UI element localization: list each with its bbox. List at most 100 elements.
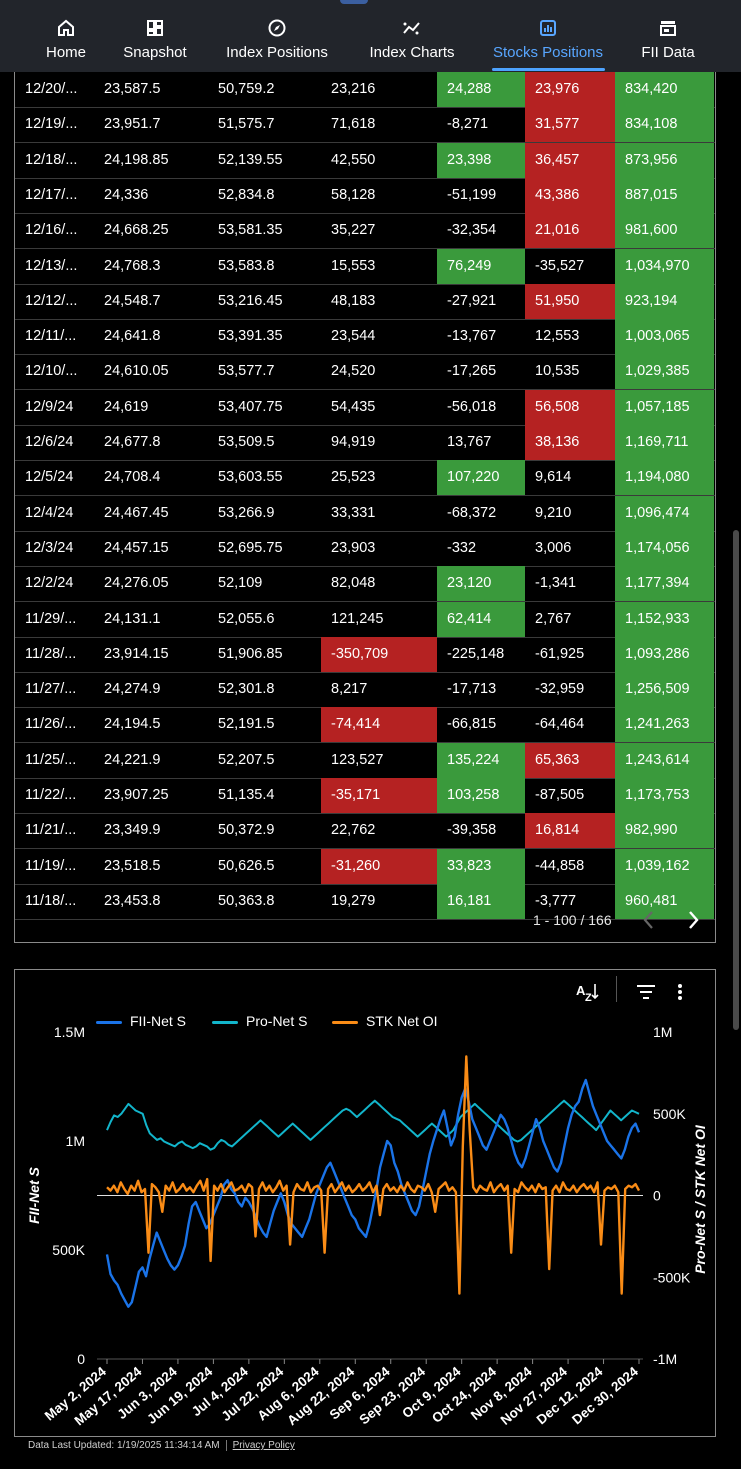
table-cell: -64,464 [535, 716, 585, 733]
table-row[interactable]: 12/2/24 24,276.05 52,109 82,048 23,120 -1,341… [15, 566, 715, 603]
table-cell: 52,109 [218, 575, 263, 592]
table-cell: 51,906.85 [218, 645, 283, 662]
nav-stocks-positions[interactable]: Stocks Positions [486, 0, 610, 72]
privacy-policy-link[interactable]: Privacy Policy [225, 1440, 295, 1451]
table-row[interactable]: 12/19/... 23,951.7 51,575.7 71,618 -8,271 31,… [15, 107, 715, 144]
table-cell: 24,677.8 [104, 434, 161, 450]
table-cell: 23,453.8 [104, 892, 161, 909]
table-cell: 53,266.9 [218, 504, 275, 521]
table-cell: 9,210 [535, 504, 572, 521]
table-cell: 23,518.5 [104, 857, 161, 874]
y-left-tick: 0 [77, 1351, 85, 1367]
table-row[interactable]: 12/12/... 24,548.7 53,216.45 48,183 -27,921 5… [15, 283, 715, 320]
legend-pro-net-s[interactable]: Pro-Net S [212, 1013, 307, 1029]
more-options-icon[interactable] [671, 978, 689, 1006]
table-cell: 24,221.9 [104, 751, 161, 768]
dashboard-icon [147, 19, 163, 36]
table-cell: 35,227 [331, 222, 376, 239]
table-row[interactable]: 11/21/... 23,349.9 50,372.9 22,762 -39,358 16… [15, 813, 715, 850]
table-cell: 76,249 [437, 248, 525, 284]
filter-icon[interactable] [632, 978, 660, 1006]
table-row[interactable]: 12/18/... 24,198.85 52,139.55 42,550 23,398 3… [15, 142, 715, 179]
table-cell: 33,331 [331, 504, 376, 521]
table-cell: 53,216.45 [218, 292, 283, 309]
table-cell: 11/21/... [25, 822, 77, 839]
table-cell: 24,336 [104, 186, 149, 203]
table-cell: 12/11/... [25, 328, 77, 345]
table-cell: -31,260 [321, 848, 437, 884]
table-cell: 23,120 [437, 566, 525, 602]
table-row[interactable]: 12/5/24 24,708.4 53,603.55 25,523 107,220 9,6… [15, 460, 715, 497]
table-row[interactable]: 12/20/... 23,587.5 50,759.2 23,216 24,288 23,… [15, 72, 715, 108]
table-row[interactable]: 11/22/... 23,907.25 51,135.4 -35,171 103,258… [15, 778, 715, 814]
table-row[interactable]: 11/26/... 24,194.5 52,191.5 -74,414 -66,815 -… [15, 707, 715, 744]
table-cell: 38,136 [525, 425, 615, 460]
table-cell: 33,823 [437, 848, 525, 884]
table-cell: -13,767 [447, 328, 497, 345]
table-row[interactable]: 11/28/... 23,914.15 51,906.85 -350,709 -225,… [15, 636, 715, 673]
nav-home[interactable]: Home [38, 0, 94, 72]
table-row[interactable]: 11/18/... 23,453.8 50,363.8 19,279 16,181 -3,… [15, 883, 715, 920]
table-cell: -87,505 [535, 787, 585, 803]
table-cell: -32,959 [535, 681, 585, 698]
table-cell: 25,523 [331, 469, 376, 486]
table-row[interactable]: 11/19/... 23,518.5 50,626.5 -31,260 33,823 -4… [15, 848, 715, 885]
sort-az-icon[interactable]: A Z [573, 978, 601, 1006]
table-row[interactable]: 12/9/24 24,619 53,407.75 54,435 -56,018 56,50… [15, 389, 715, 426]
table-cell: 9,614 [535, 469, 572, 486]
table-cell: -44,858 [535, 857, 585, 874]
table-row[interactable]: 12/11/... 24,641.8 53,391.35 23,544 -13,767 1… [15, 319, 715, 356]
data-last-updated: Data Last Updated: 1/19/2025 11:34:14 AM [28, 1440, 220, 1451]
legend-fii-net-s[interactable]: FII-Net S [96, 1013, 186, 1029]
page-scrollbar[interactable] [733, 530, 739, 1030]
table-row[interactable]: 12/4/24 24,467.45 53,266.9 33,331 -68,372 9,2… [15, 495, 715, 532]
table-cell: 1,169,711 [615, 425, 714, 460]
table-cell: 24,194.5 [104, 716, 161, 733]
table-cell: 24,467.45 [104, 504, 169, 521]
table-row[interactable]: 12/10/... 24,610.05 53,577.7 24,520 -17,265 1… [15, 354, 715, 391]
table-row[interactable]: 12/3/24 24,457.15 52,695.75 23,903 -332 3,006… [15, 530, 715, 567]
legend-swatch-fii [96, 1020, 122, 1024]
next-page-icon[interactable] [683, 908, 703, 932]
table-cell: 24,274.9 [104, 681, 161, 698]
table-row[interactable]: 12/13/... 24,768.3 53,583.8 15,553 76,249 -35… [15, 248, 715, 285]
table-row[interactable]: 12/6/24 24,677.8 53,509.5 94,919 13,767 38,13… [15, 425, 715, 461]
table-cell: 12/2/24 [25, 575, 74, 592]
nav-index-positions[interactable]: Index Positions [218, 0, 336, 72]
series-line-stk-net-oi [106, 1055, 641, 1295]
table-cell: 54,435 [331, 398, 376, 415]
table-cell: 23,216 [331, 81, 376, 97]
table-cell: 834,420 [615, 72, 714, 107]
table-cell: 56,508 [525, 389, 615, 425]
legend-stk-net-oi[interactable]: STK Net OI [332, 1013, 438, 1029]
prev-page-icon[interactable] [639, 908, 659, 932]
table-row[interactable]: 11/27/... 24,274.9 52,301.8 8,217 -17,713 -32… [15, 672, 715, 709]
table-cell: -35,527 [535, 257, 585, 274]
table-row[interactable]: 11/29/... 24,131.1 52,055.6 121,245 62,414 2,… [15, 601, 715, 638]
table-cell: -35,171 [321, 778, 437, 813]
table-cell: 3,006 [535, 539, 572, 556]
table-cell: 52,055.6 [218, 610, 275, 627]
y-left-tick: 500K [52, 1242, 85, 1258]
legend-label-fii: FII-Net S [130, 1013, 187, 1029]
bar-chart-icon [540, 19, 556, 36]
table-cell: 11/27/... [25, 681, 77, 698]
table-cell: -225,148 [447, 645, 505, 662]
table-cell: 11/28/... [25, 645, 77, 662]
table-row[interactable]: 12/17/... 24,336 52,834.8 58,128 -51,199 43,3… [15, 177, 715, 214]
stocks-positions-table: 12/20/... 23,587.5 50,759.2 23,216 24,288 23,… [14, 72, 716, 943]
table-cell: 834,108 [615, 107, 714, 143]
table-row[interactable]: 11/25/... 24,221.9 52,207.5 123,527 135,224 6… [15, 742, 715, 779]
table-cell: 1,093,286 [615, 636, 714, 672]
y-left-axis-title: FII-Net S [26, 1166, 42, 1223]
y-right-tick: 1M [653, 1024, 672, 1040]
nav-index-charts[interactable]: Index Charts [362, 0, 462, 72]
nav-snapshot[interactable]: Snapshot [116, 0, 194, 72]
table-cell: 65,363 [525, 742, 615, 778]
table-cell: 53,603.55 [218, 469, 283, 486]
nav-fii-data[interactable]: FII Data [636, 0, 700, 72]
table-row[interactable]: 12/16/... 24,668.25 53,581.35 35,227 -32,354… [15, 213, 715, 250]
y-right-axis-title: Pro-Net S / STK Net OI [692, 1124, 708, 1274]
table-cell: 24,198.85 [104, 151, 169, 168]
table-cell: 1,057,185 [615, 389, 714, 425]
